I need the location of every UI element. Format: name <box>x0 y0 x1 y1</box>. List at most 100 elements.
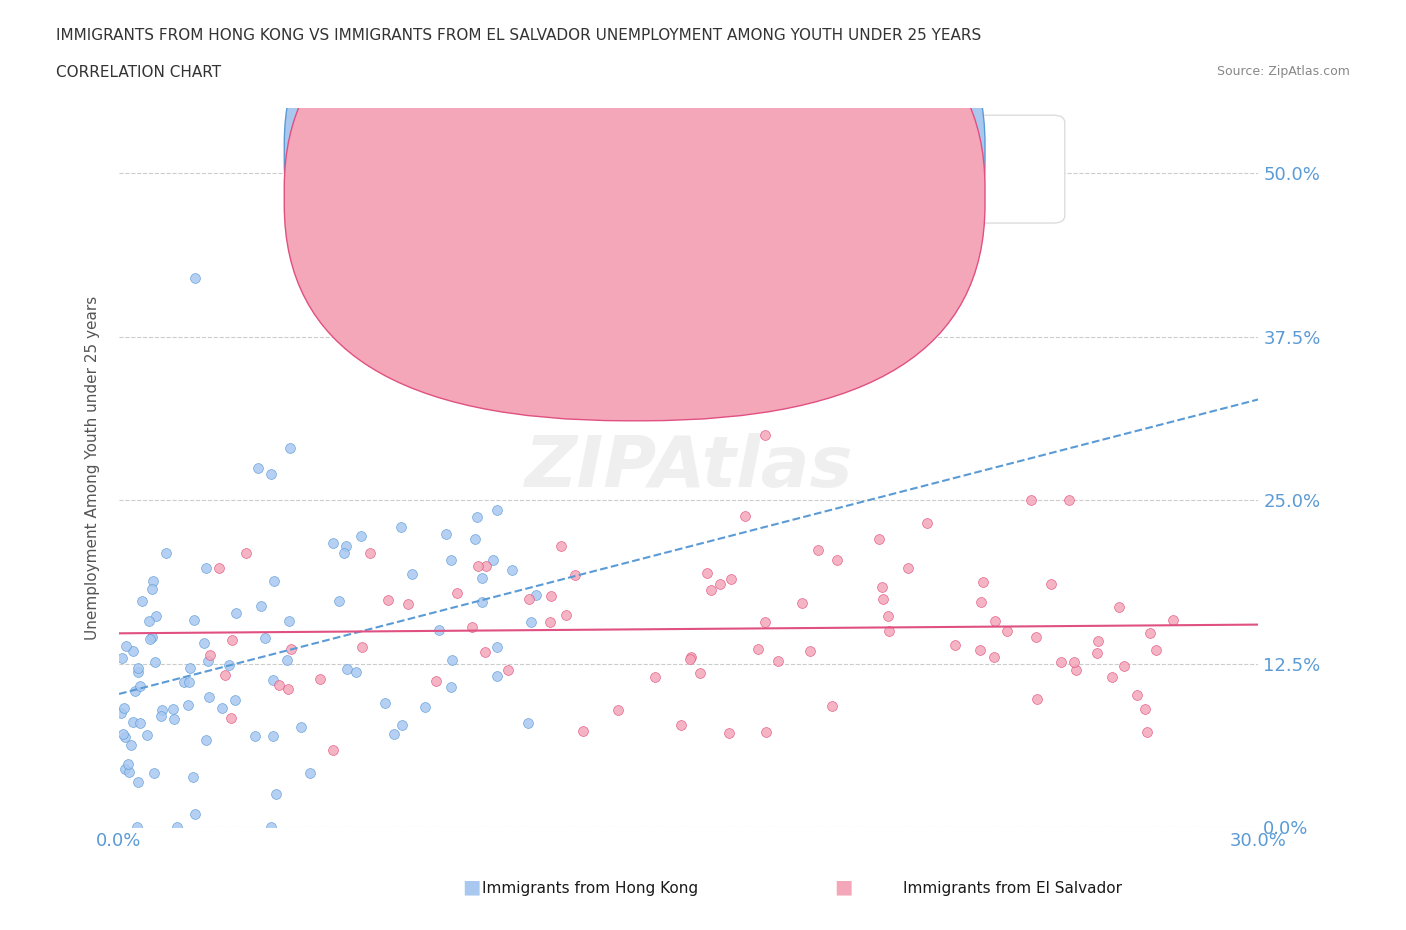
Immigrants from Hong Kong <box>115 639 138 654</box>
Immigrants from El Salvador <box>872 591 894 606</box>
Text: R = 0.294   N = 84: R = 0.294 N = 84 <box>650 185 820 204</box>
Immigrants from Hong Kong <box>290 720 312 735</box>
Immigrants from El Salvador <box>1101 670 1123 684</box>
Immigrants from El Salvador <box>1139 625 1161 640</box>
Immigrants from El Salvador <box>720 571 742 586</box>
Immigrants from El Salvador <box>747 642 769 657</box>
Immigrants from Hong Kong <box>179 660 201 675</box>
Immigrants from Hong Kong <box>162 702 184 717</box>
Immigrants from El Salvador <box>709 577 731 591</box>
Immigrants from Hong Kong <box>124 684 146 698</box>
Immigrants from El Salvador <box>897 561 920 576</box>
Immigrants from El Salvador <box>1112 658 1135 673</box>
Immigrants from El Salvador <box>696 565 718 580</box>
Text: Immigrants from Hong Kong: Immigrants from Hong Kong <box>482 881 699 896</box>
Immigrants from El Salvador <box>309 671 332 686</box>
Immigrants from El Salvador <box>1019 493 1042 508</box>
Immigrants from Hong Kong <box>336 661 359 676</box>
Immigrants from El Salvador <box>1040 577 1063 591</box>
Immigrants from El Salvador <box>280 642 302 657</box>
Immigrants from Hong Kong <box>350 528 373 543</box>
Immigrants from El Salvador <box>235 546 257 561</box>
Immigrants from Hong Kong <box>127 660 149 675</box>
Immigrants from Hong Kong <box>262 672 284 687</box>
Immigrants from Hong Kong <box>389 519 412 534</box>
Immigrants from El Salvador <box>208 561 231 576</box>
Immigrants from Hong Kong <box>328 594 350 609</box>
Immigrants from El Salvador <box>538 614 561 629</box>
Immigrants from El Salvador <box>644 670 666 684</box>
Immigrants from Hong Kong <box>195 732 218 747</box>
FancyBboxPatch shape <box>284 0 986 378</box>
Immigrants from Hong Kong <box>260 467 283 482</box>
Immigrants from Hong Kong <box>501 563 523 578</box>
Immigrants from Hong Kong <box>149 709 172 724</box>
Immigrants from El Salvador <box>1057 493 1080 508</box>
Immigrants from Hong Kong <box>184 806 207 821</box>
Immigrants from Hong Kong <box>211 700 233 715</box>
Immigrants from El Salvador <box>699 583 721 598</box>
Immigrants from Hong Kong <box>263 574 285 589</box>
Immigrants from El Salvador <box>572 724 595 738</box>
Immigrants from Hong Kong <box>524 587 547 602</box>
Immigrants from El Salvador <box>467 558 489 573</box>
Immigrants from El Salvador <box>352 640 374 655</box>
Immigrants from Hong Kong <box>136 728 159 743</box>
Immigrants from Hong Kong <box>344 664 367 679</box>
Immigrants from Hong Kong <box>128 679 150 694</box>
Immigrants from Hong Kong <box>262 728 284 743</box>
Immigrants from Hong Kong <box>143 655 166 670</box>
Immigrants from Hong Kong <box>198 690 221 705</box>
Immigrants from El Salvador <box>821 698 844 713</box>
Immigrants from Hong Kong <box>194 561 217 576</box>
Immigrants from Hong Kong <box>224 693 246 708</box>
Immigrants from El Salvador <box>872 580 894 595</box>
Immigrants from El Salvador <box>606 703 628 718</box>
Immigrants from Hong Kong <box>183 769 205 784</box>
Immigrants from Hong Kong <box>278 441 301 456</box>
Immigrants from Hong Kong <box>122 644 145 658</box>
Immigrants from Hong Kong <box>127 665 149 680</box>
Immigrants from El Salvador <box>679 652 702 667</box>
Immigrants from El Salvador <box>1050 655 1073 670</box>
Text: CORRELATION CHART: CORRELATION CHART <box>56 65 221 80</box>
Immigrants from Hong Kong <box>110 705 132 720</box>
Immigrants from El Salvador <box>425 673 447 688</box>
Immigrants from Hong Kong <box>145 608 167 623</box>
Immigrants from Hong Kong <box>129 715 152 730</box>
Immigrants from El Salvador <box>1063 655 1085 670</box>
Immigrants from Hong Kong <box>401 566 423 581</box>
Immigrants from Hong Kong <box>247 460 270 475</box>
Immigrants from Hong Kong <box>112 726 135 741</box>
Immigrants from El Salvador <box>1144 643 1167 658</box>
Immigrants from El Salvador <box>1133 702 1156 717</box>
Immigrants from Hong Kong <box>264 787 287 802</box>
Immigrants from El Salvador <box>322 743 344 758</box>
Text: Immigrants from El Salvador: Immigrants from El Salvador <box>903 881 1122 896</box>
Immigrants from Hong Kong <box>260 819 283 834</box>
Immigrants from Hong Kong <box>120 738 142 753</box>
Immigrants from El Salvador <box>219 711 242 725</box>
Immigrants from El Salvador <box>1135 724 1157 739</box>
Immigrants from Hong Kong <box>440 652 463 667</box>
Immigrants from Hong Kong <box>114 762 136 777</box>
Immigrants from Hong Kong <box>485 640 508 655</box>
Text: R = 0.230   N = 97: R = 0.230 N = 97 <box>650 142 820 160</box>
Immigrants from El Salvador <box>754 428 776 443</box>
Immigrants from Hong Kong <box>519 615 541 630</box>
Immigrants from Hong Kong <box>276 653 298 668</box>
Immigrants from Hong Kong <box>183 613 205 628</box>
Immigrants from Hong Kong <box>254 631 277 645</box>
Immigrants from El Salvador <box>983 650 1005 665</box>
Text: ZIPAtlas: ZIPAtlas <box>524 433 853 502</box>
Immigrants from El Salvador <box>825 553 848 568</box>
Immigrants from Hong Kong <box>471 594 494 609</box>
Immigrants from Hong Kong <box>125 819 148 834</box>
Text: ■: ■ <box>834 878 853 897</box>
Immigrants from Hong Kong <box>277 614 299 629</box>
Immigrants from Hong Kong <box>114 729 136 744</box>
Immigrants from Hong Kong <box>122 715 145 730</box>
Immigrants from Hong Kong <box>142 765 165 780</box>
Immigrants from Hong Kong <box>374 696 396 711</box>
Immigrants from El Salvador <box>768 654 790 669</box>
